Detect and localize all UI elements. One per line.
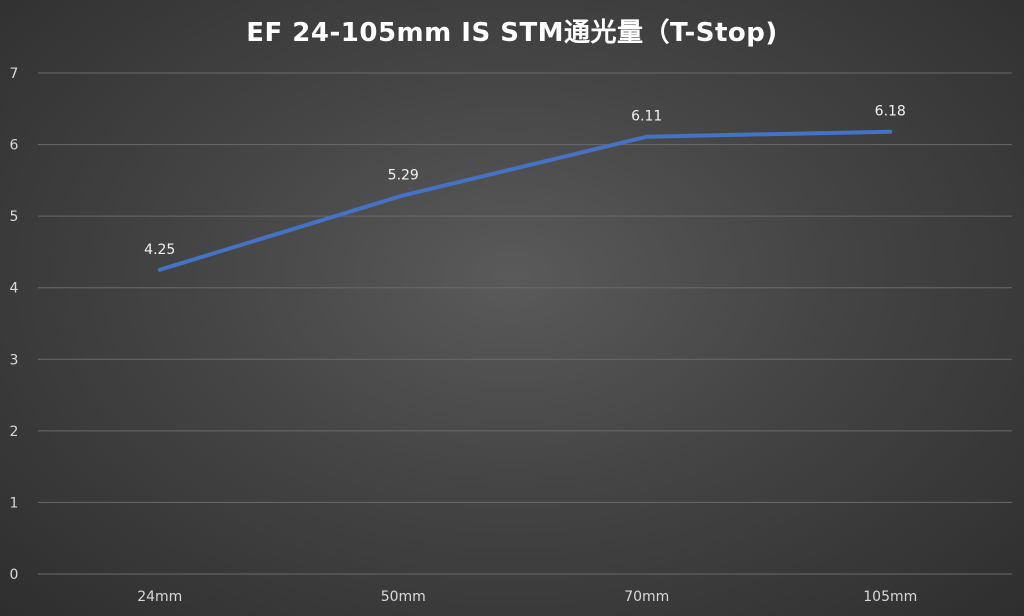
data-label-105mm: 6.18 <box>875 104 906 120</box>
data-label-50mm: 5.29 <box>388 167 419 183</box>
series-layer <box>157 129 893 272</box>
data-label-24mm: 4.25 <box>144 242 175 258</box>
y-tick-label-3: 3 <box>10 352 19 368</box>
y-tick-label-6: 6 <box>10 138 19 154</box>
y-tick-label-7: 7 <box>10 66 19 82</box>
y-tick-label-1: 1 <box>10 495 19 511</box>
y-axis-ticks: 0 1 2 3 4 5 6 7 <box>10 66 19 583</box>
y-tick-label-2: 2 <box>10 424 19 440</box>
x-tick-label-70mm: 70mm <box>624 589 669 605</box>
x-tick-label-24mm: 24mm <box>137 589 182 605</box>
data-label-70mm: 6.11 <box>631 109 662 125</box>
x-tick-label-50mm: 50mm <box>381 589 426 605</box>
y-tick-label-5: 5 <box>10 209 19 225</box>
x-tick-label-105mm: 105mm <box>863 589 917 605</box>
y-tick-label-4: 4 <box>10 281 19 297</box>
y-tick-label-0: 0 <box>10 567 19 583</box>
x-axis-ticks: 24mm 50mm 70mm 105mm <box>137 589 917 605</box>
gridlines <box>38 72 1012 575</box>
chart-title: EF 24-105mm IS STM通光量（T-Stop) <box>246 18 778 48</box>
data-labels: 4.25 5.29 6.11 6.18 <box>144 104 906 258</box>
series-line-0 <box>157 129 893 272</box>
